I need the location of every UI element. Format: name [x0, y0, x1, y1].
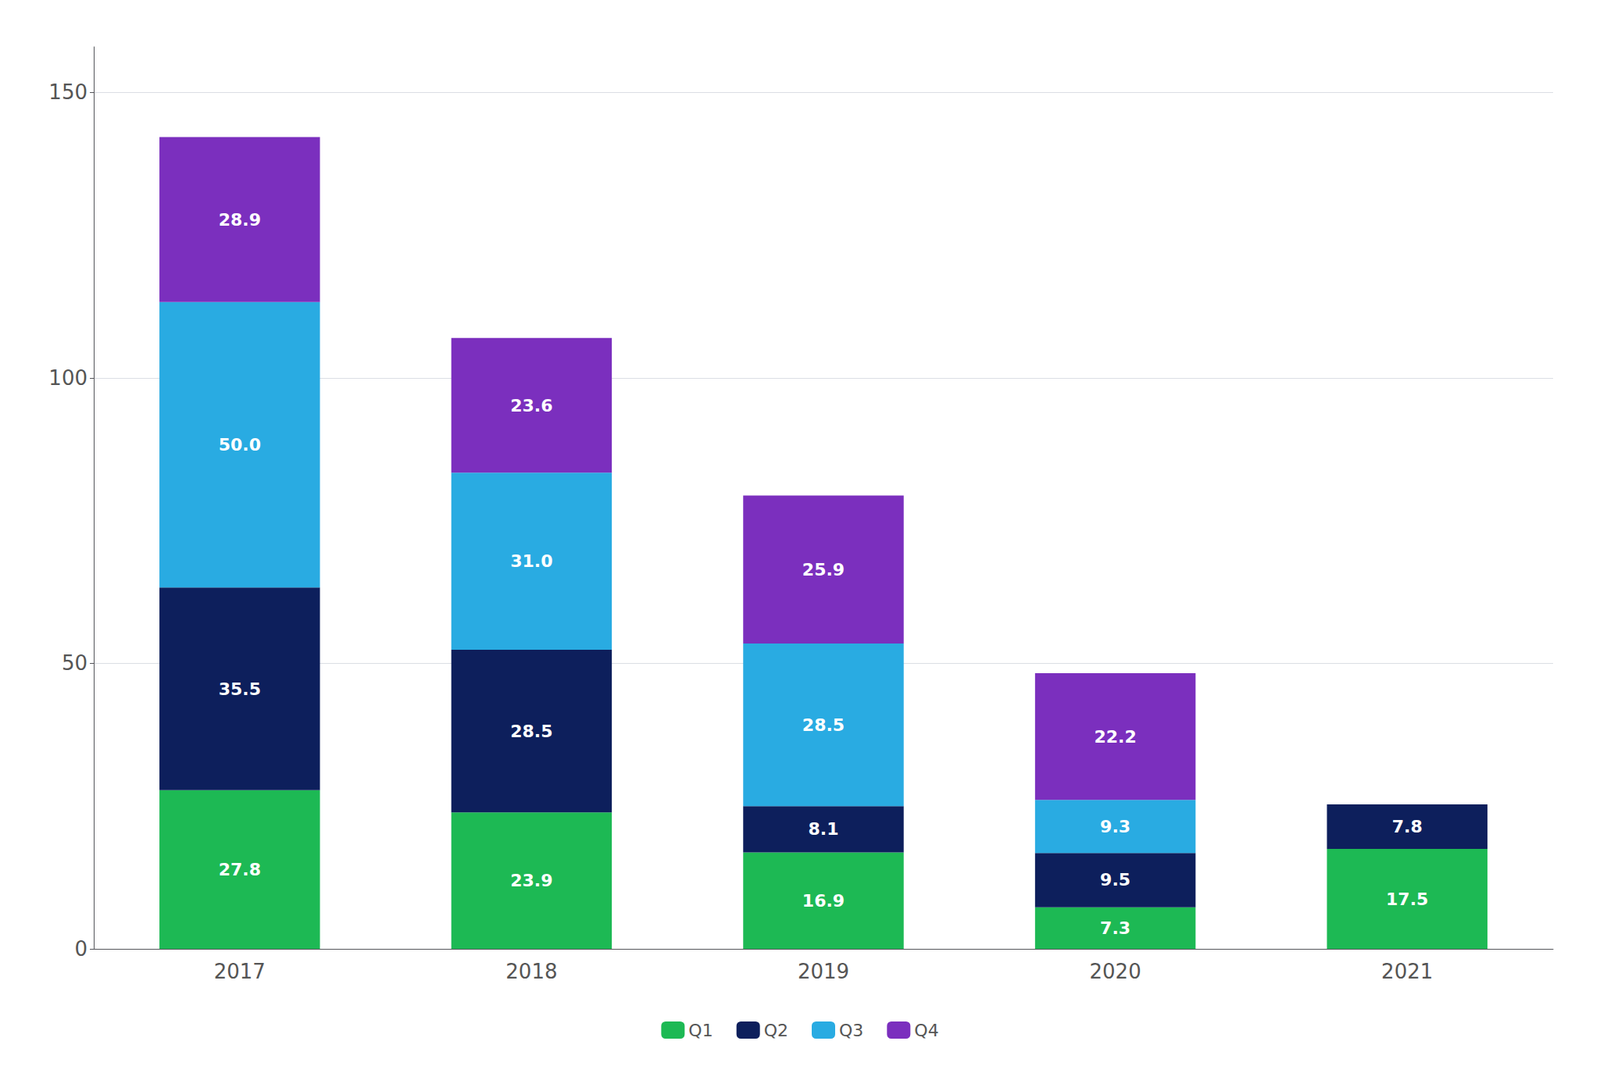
svg-text:Q3: Q3 [839, 1021, 864, 1041]
svg-text:31.0: 31.0 [510, 551, 553, 572]
svg-text:2018: 2018 [505, 960, 558, 984]
svg-text:35.5: 35.5 [218, 679, 261, 700]
svg-text:28.5: 28.5 [802, 715, 845, 736]
svg-text:100: 100 [48, 366, 88, 390]
svg-text:2021: 2021 [1381, 960, 1433, 984]
svg-text:8.1: 8.1 [808, 819, 840, 840]
svg-text:27.8: 27.8 [218, 860, 261, 880]
svg-text:50: 50 [61, 651, 88, 675]
svg-text:23.9: 23.9 [510, 871, 553, 891]
svg-text:2017: 2017 [214, 960, 266, 984]
svg-text:7.8: 7.8 [1392, 817, 1423, 837]
svg-text:150: 150 [48, 80, 88, 104]
svg-text:25.9: 25.9 [802, 560, 845, 580]
svg-text:2019: 2019 [797, 960, 850, 984]
svg-text:7.3: 7.3 [1100, 918, 1131, 939]
svg-text:Q2: Q2 [764, 1021, 789, 1041]
svg-text:9.5: 9.5 [1100, 870, 1131, 890]
svg-text:16.9: 16.9 [802, 891, 845, 911]
svg-text:28.9: 28.9 [218, 210, 261, 230]
svg-text:9.3: 9.3 [1100, 817, 1131, 837]
svg-text:23.6: 23.6 [510, 396, 553, 416]
svg-text:17.5: 17.5 [1385, 889, 1429, 910]
svg-text:Q4: Q4 [914, 1021, 939, 1041]
svg-text:22.2: 22.2 [1093, 727, 1136, 747]
svg-text:2020: 2020 [1089, 960, 1142, 984]
svg-text:50.0: 50.0 [218, 435, 261, 455]
svg-text:0: 0 [74, 937, 88, 961]
svg-text:Q1: Q1 [688, 1021, 713, 1041]
svg-text:28.5: 28.5 [510, 721, 553, 742]
